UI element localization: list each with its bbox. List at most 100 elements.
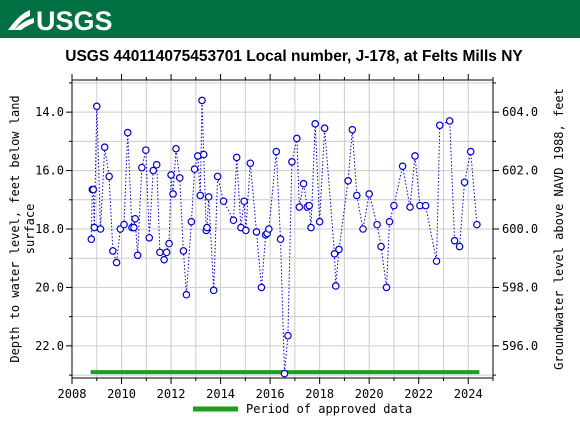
data-point [359,225,367,233]
y-axis-label-line2: surface [23,204,37,255]
data-point [199,150,208,159]
data-point [141,146,150,154]
usgs-logo: USGS [8,6,113,36]
data-point [382,283,391,292]
data-point [344,176,352,185]
y2-tick-label: 598.0 [502,280,538,294]
data-point [466,147,475,156]
data-point [172,144,180,153]
data-point [105,172,113,181]
data-point [219,197,228,206]
x-tick-label: 2008 [58,387,87,401]
data-point [120,220,128,229]
usgs-logo-text: USGS [36,6,113,36]
data-point [257,283,266,292]
data-point [265,225,273,233]
legend-label: Period of approved data [246,402,412,416]
data-point [311,120,319,128]
data-point [377,242,385,251]
data-point [352,191,361,200]
data-point [196,191,205,200]
data-point [145,233,154,242]
data-point [450,236,459,245]
data-point [198,96,206,105]
data-point [112,258,121,267]
data-point [460,178,469,187]
data-point [123,128,132,137]
data-point [131,214,139,223]
data-point [175,174,184,182]
data-point [109,247,117,255]
data-point [160,255,168,264]
data-point [455,242,464,251]
data-point [305,201,314,210]
data-point [293,134,301,143]
data-point [130,223,138,232]
y2-axis-label: Groundwater level above NAVD 1988, feet [552,88,566,370]
data-point [432,257,441,265]
series-line [90,100,478,374]
data-point [182,290,191,299]
y2-tick-label: 600.0 [502,222,538,236]
data-point [190,165,199,173]
data-point [149,166,158,175]
usgs-wave-icon [8,10,34,30]
chart-title: USGS 440114075453701 Local number, J-178… [65,48,523,65]
x-tick-label: 2010 [107,387,136,401]
data-point [179,247,188,255]
y2-tick-label: 596.0 [502,339,538,353]
data-point [299,179,308,188]
data-point [89,185,98,194]
data-point [152,160,161,169]
data-point [320,124,329,133]
y-tick-label: 20.0 [35,280,64,294]
data-point [330,250,339,258]
data-point [90,223,99,232]
data-point [398,162,407,170]
data-point [229,216,238,225]
y-axis-label-line1: Depth to water level, feet below land [8,95,22,362]
data-point [162,248,171,257]
data-point [167,171,175,179]
data-point [240,197,248,206]
data-point [276,235,285,244]
data-point [288,158,296,166]
data-point [209,286,218,295]
y-tick-label: 14.0 [35,105,64,119]
data-point [133,251,142,260]
data-point [246,159,255,168]
data-point [156,248,164,257]
data-point [203,223,211,232]
data-point [96,225,105,233]
x-tick-label: 2020 [355,387,384,401]
x-tick-label: 2014 [206,387,235,401]
data-point [87,235,96,244]
y-tick-label: 18.0 [35,222,64,236]
data-point [307,223,315,232]
data-point [232,153,241,162]
data-point [100,143,109,151]
data-point [331,282,340,290]
data-point [335,245,343,254]
data-point [280,369,289,378]
data-point [165,239,173,248]
data-point [213,172,222,181]
data-point [315,217,324,226]
data-point [138,163,146,172]
usgs-header-bar [0,0,580,38]
data-point [435,121,444,130]
data-point [445,117,454,125]
data-point [169,190,177,198]
data-point [473,220,481,229]
data-point [272,147,281,156]
series-layer [87,96,481,378]
data-point [385,217,394,226]
legend: Period of approved data [193,402,412,416]
y-tick-label: 22.0 [35,339,64,353]
y2-tick-label: 604.0 [502,105,538,119]
data-point [406,203,414,211]
data-point [187,217,196,226]
x-tick-label: 2018 [305,387,334,401]
data-point [242,226,250,235]
data-point [421,201,430,210]
